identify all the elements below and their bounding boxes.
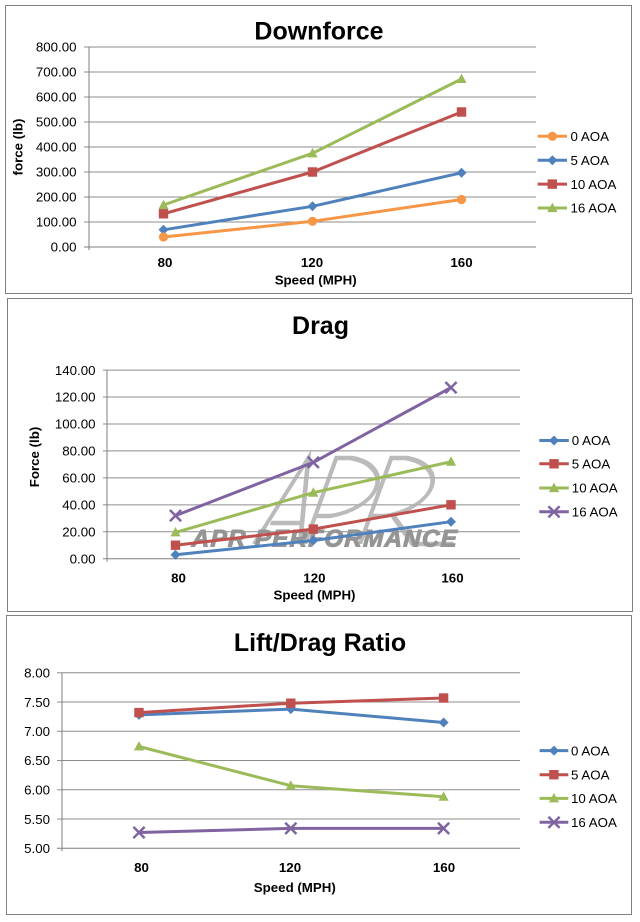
svg-text:5 AOA: 5 AOA (572, 457, 611, 472)
svg-text:5 AOA: 5 AOA (571, 767, 610, 782)
svg-text:20.00: 20.00 (62, 525, 95, 540)
svg-text:6.50: 6.50 (24, 753, 50, 768)
svg-text:160: 160 (450, 255, 472, 270)
svg-text:100.00: 100.00 (36, 215, 77, 230)
svg-text:80: 80 (171, 570, 186, 585)
svg-text:16 AOA: 16 AOA (571, 201, 617, 216)
svg-text:Speed (MPH): Speed (MPH) (275, 273, 357, 288)
svg-text:120: 120 (301, 255, 323, 270)
svg-text:Speed (MPH): Speed (MPH) (273, 588, 355, 603)
svg-text:Drag: Drag (292, 312, 349, 340)
svg-text:10 AOA: 10 AOA (571, 177, 617, 192)
svg-text:0 AOA: 0 AOA (571, 743, 610, 758)
svg-text:80.00: 80.00 (62, 444, 95, 459)
svg-text:200.00: 200.00 (36, 190, 77, 205)
svg-text:80: 80 (158, 255, 173, 270)
svg-text:16 AOA: 16 AOA (572, 505, 618, 520)
svg-text:5.00: 5.00 (24, 841, 50, 856)
svg-text:0 AOA: 0 AOA (572, 433, 611, 448)
svg-text:120: 120 (279, 860, 301, 875)
svg-text:400.00: 400.00 (36, 140, 77, 155)
svg-text:800.00: 800.00 (36, 40, 77, 55)
svg-text:300.00: 300.00 (36, 165, 77, 180)
svg-text:700.00: 700.00 (36, 65, 77, 80)
svg-text:8.00: 8.00 (24, 666, 50, 681)
svg-text:7.50: 7.50 (24, 695, 50, 710)
svg-text:0.00: 0.00 (51, 240, 77, 255)
svg-text:600.00: 600.00 (36, 90, 77, 105)
svg-text:7.00: 7.00 (24, 724, 50, 739)
svg-text:Speed (MPH): Speed (MPH) (254, 880, 336, 895)
svg-text:80: 80 (134, 860, 149, 875)
svg-text:Downforce: Downforce (254, 17, 383, 45)
svg-text:40.00: 40.00 (62, 498, 95, 513)
svg-text:500.00: 500.00 (36, 115, 77, 130)
svg-text:120: 120 (303, 570, 325, 585)
svg-text:Force (lb): Force (lb) (27, 427, 42, 488)
svg-text:10 AOA: 10 AOA (571, 791, 617, 806)
svg-text:6.00: 6.00 (24, 783, 50, 798)
svg-text:0 AOA: 0 AOA (571, 129, 610, 144)
svg-text:5 AOA: 5 AOA (571, 153, 610, 168)
svg-text:160: 160 (433, 860, 455, 875)
svg-text:140.00: 140.00 (55, 363, 96, 378)
svg-text:5.50: 5.50 (24, 812, 50, 827)
svg-text:Lift/Drag Ratio: Lift/Drag Ratio (234, 629, 406, 657)
svg-text:100.00: 100.00 (55, 417, 96, 432)
svg-text:force (lb): force (lb) (10, 119, 25, 176)
svg-text:120.00: 120.00 (55, 390, 96, 405)
svg-text:160: 160 (441, 570, 463, 585)
svg-text:16 AOA: 16 AOA (571, 815, 617, 830)
svg-text:0.00: 0.00 (70, 551, 96, 566)
svg-text:10 AOA: 10 AOA (572, 481, 618, 496)
svg-text:60.00: 60.00 (62, 471, 95, 486)
